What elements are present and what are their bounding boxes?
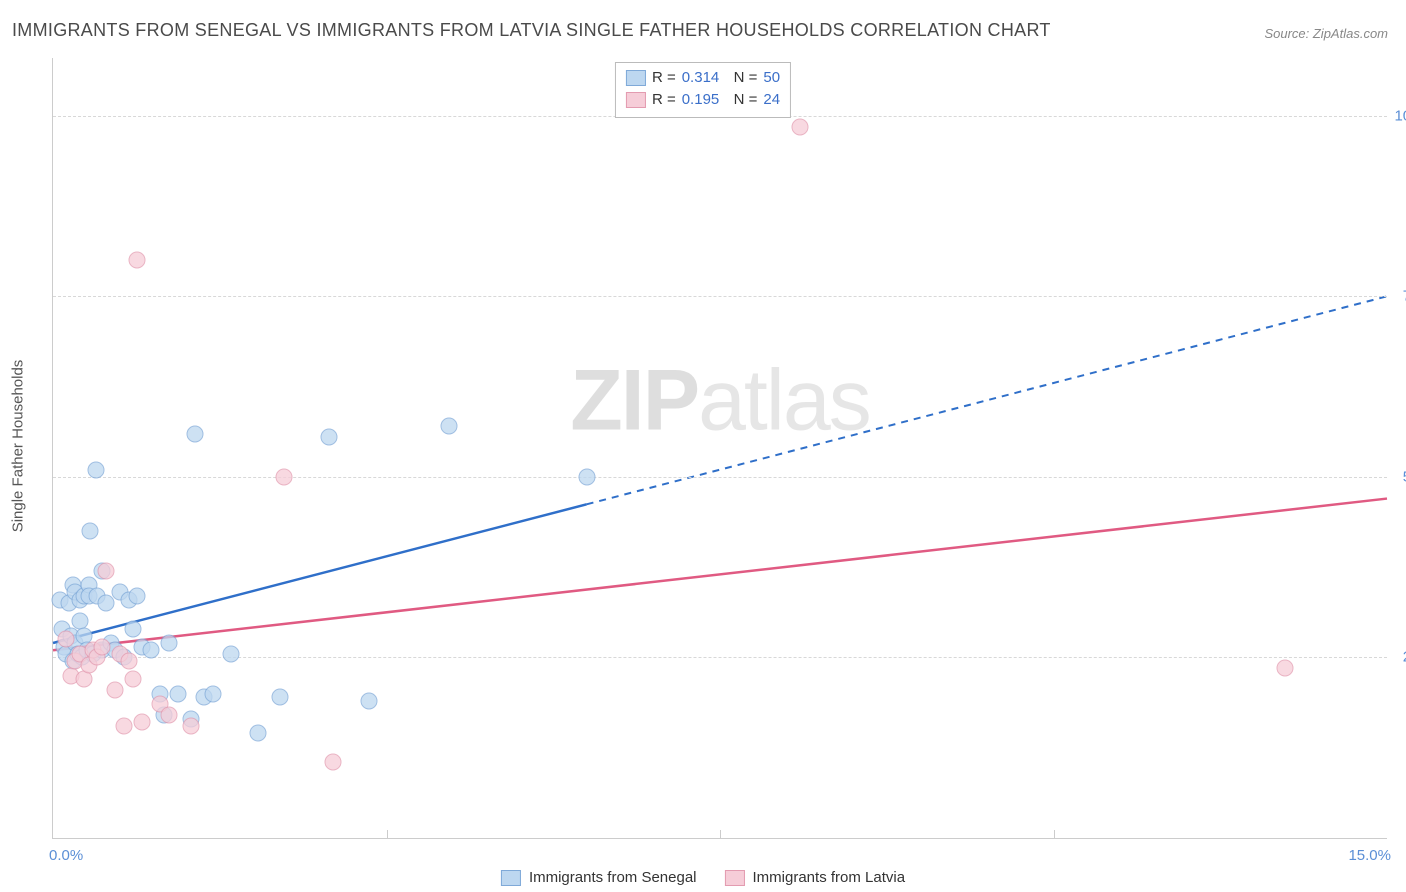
y-tick-label: 10.0% [1394, 107, 1406, 124]
point-latvia [125, 671, 142, 688]
point-senegal [129, 588, 146, 605]
regression-lines [53, 58, 1387, 838]
point-senegal [320, 429, 337, 446]
point-latvia [129, 252, 146, 269]
point-senegal [271, 689, 288, 706]
point-senegal [125, 620, 142, 637]
point-senegal [87, 461, 104, 478]
point-latvia [133, 714, 150, 731]
point-latvia [76, 671, 93, 688]
x-tick-min: 0.0% [49, 847, 83, 864]
r-value-latvia: 0.195 [682, 89, 720, 111]
point-latvia [107, 681, 124, 698]
point-senegal [222, 645, 239, 662]
n-value-senegal: 50 [763, 67, 780, 89]
grid-line [53, 477, 1387, 478]
watermark: ZIPatlas [570, 352, 869, 451]
x-subtick [720, 830, 721, 838]
point-latvia [160, 707, 177, 724]
series-legend: Immigrants from Senegal Immigrants from … [501, 869, 905, 886]
point-latvia [93, 638, 110, 655]
legend-row-latvia: R = 0.195 N = 24 [626, 89, 780, 111]
y-axis-label: Single Father Households [10, 360, 27, 533]
point-latvia [120, 653, 137, 670]
point-latvia [182, 718, 199, 735]
point-senegal [205, 685, 222, 702]
x-subtick [1054, 830, 1055, 838]
point-senegal [169, 685, 186, 702]
watermark-zip: ZIP [570, 353, 698, 449]
x-subtick [387, 830, 388, 838]
n-value-latvia: 24 [763, 89, 780, 111]
point-latvia [276, 468, 293, 485]
point-senegal [142, 642, 159, 659]
watermark-atlas: atlas [698, 353, 870, 449]
point-latvia [98, 562, 115, 579]
point-latvia [1276, 660, 1293, 677]
legend-row-senegal: R = 0.314 N = 50 [626, 67, 780, 89]
legend-item-latvia: Immigrants from Latvia [725, 869, 906, 886]
swatch-latvia [626, 92, 646, 108]
point-latvia [116, 718, 133, 735]
chart-title: IMMIGRANTS FROM SENEGAL VS IMMIGRANTS FR… [12, 20, 1051, 41]
grid-line [53, 296, 1387, 297]
grid-line [53, 657, 1387, 658]
point-senegal [82, 523, 99, 540]
point-senegal [578, 468, 595, 485]
correlation-legend: R = 0.314 N = 50 R = 0.195 N = 24 [615, 62, 791, 118]
legend-label-latvia: Immigrants from Latvia [753, 869, 906, 886]
swatch-senegal-bottom [501, 870, 521, 886]
point-senegal [440, 418, 457, 435]
point-senegal [160, 635, 177, 652]
point-senegal [187, 425, 204, 442]
source-label: Source: ZipAtlas.com [1264, 26, 1388, 41]
x-tick-max: 15.0% [1348, 847, 1391, 864]
swatch-senegal [626, 70, 646, 86]
legend-label-senegal: Immigrants from Senegal [529, 869, 697, 886]
point-latvia [325, 754, 342, 771]
point-latvia [792, 118, 809, 135]
point-senegal [360, 692, 377, 709]
swatch-latvia-bottom [725, 870, 745, 886]
point-senegal [249, 725, 266, 742]
r-value-senegal: 0.314 [682, 67, 720, 89]
point-latvia [58, 631, 75, 648]
chart-plot-area: ZIPatlas 0.0% 15.0% 2.5%5.0%7.5%10.0% [52, 58, 1387, 839]
legend-item-senegal: Immigrants from Senegal [501, 869, 697, 886]
